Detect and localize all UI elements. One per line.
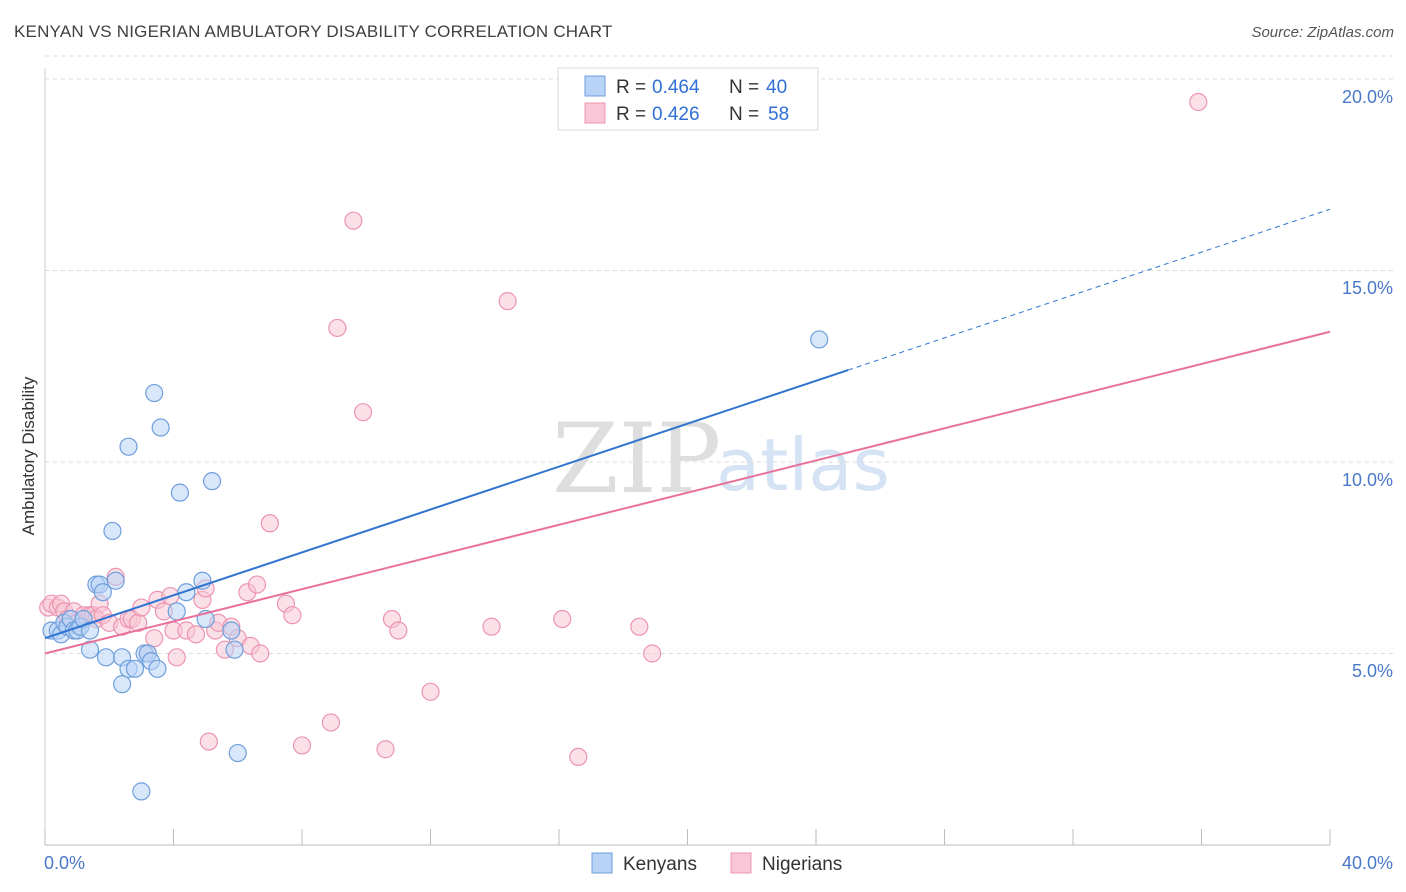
nigerians-point [389, 621, 408, 640]
legend-n-value-2: 58 [768, 104, 789, 125]
nigerians-point [569, 747, 588, 767]
correlation-legend: R = 0.464 N = 40 R = 0.426 N = 58 [557, 67, 819, 131]
gridlines [45, 55, 1393, 654]
nigerians-point [145, 629, 164, 648]
legend-n-label-2: N = [729, 104, 759, 125]
y-axis-label: Ambulatory Disability [19, 376, 38, 535]
watermark-zip: ZIP [552, 403, 721, 515]
kenyans-trend-extension [847, 208, 1331, 371]
kenyans-trend-line [44, 369, 849, 640]
watermark: ZIP atlas [552, 403, 890, 515]
kenyans-point [145, 383, 164, 403]
kenyans-point [132, 782, 151, 801]
nigerians-point [643, 644, 662, 663]
kenyans-point [222, 621, 241, 640]
nigerians-point [247, 575, 267, 594]
legend-swatch-nigerians [584, 102, 606, 124]
legend-r-label-1: R = [616, 77, 646, 98]
nigerians-point [482, 617, 501, 636]
series-legend-swatch-kenyans [591, 852, 613, 874]
kenyans-point [103, 521, 122, 541]
x-axis-ticks [44, 829, 1331, 845]
kenyans-point [119, 437, 138, 456]
nigerians-point [321, 713, 341, 732]
kenyans-point [112, 675, 132, 694]
nigerians-point [630, 617, 649, 636]
nigerians-point [553, 609, 572, 629]
y-tick-label-20: 20.0% [1342, 87, 1393, 107]
watermark-atlas: atlas [716, 423, 890, 507]
chart-title: KENYAN VS NIGERIAN AMBULATORY DISABILITY… [14, 22, 613, 41]
nigerians-point [353, 403, 373, 422]
kenyans-point [151, 418, 170, 437]
series-legend-label-kenyans: Kenyans [623, 854, 697, 875]
nigerians-point [1189, 92, 1208, 112]
kenyans-point [810, 330, 829, 349]
kenyans-point [96, 648, 116, 667]
kenyans-point [125, 659, 145, 678]
x-tick-label-40: 40.0% [1342, 853, 1393, 873]
kenyans-point [202, 472, 222, 491]
kenyans-point [170, 483, 190, 502]
series-legend-swatch-nigerians [730, 852, 752, 874]
kenyans-point [148, 659, 167, 678]
kenyans-point [225, 640, 244, 659]
nigerians-point [421, 682, 440, 701]
nigerians-point [199, 732, 218, 751]
nigerians-point [167, 648, 186, 667]
kenyans-point [93, 583, 112, 602]
x-tick-label-0: 0.0% [44, 853, 85, 873]
legend-n-value-1: 40 [766, 77, 787, 98]
nigerians-point [251, 644, 270, 663]
kenyans-point [80, 621, 100, 640]
legend-n-label-1: N = [729, 77, 759, 98]
kenyans-point [167, 602, 186, 621]
nigerians-point [260, 514, 279, 533]
y-tick-label-10: 10.0% [1342, 470, 1393, 490]
y-axis-tick-labels: 5.0% 10.0% 15.0% 20.0% [1342, 87, 1393, 681]
nigerians-point [498, 292, 517, 311]
kenyans-point [177, 583, 196, 602]
legend-r-label-2: R = [616, 104, 646, 125]
source-label: Source: ZipAtlas.com [1251, 24, 1394, 41]
kenyans-points [42, 330, 829, 801]
kenyans-point [106, 571, 125, 590]
nigerians-point [186, 625, 206, 644]
nigerians-point [328, 318, 347, 338]
kenyans-point [80, 640, 100, 659]
legend-r-value-1: 0.464 [652, 77, 700, 98]
nigerians-point [376, 740, 395, 759]
kenyans-point [228, 743, 247, 763]
nigerians-point [292, 736, 312, 755]
nigerians-point [344, 211, 363, 230]
nigerians-point [283, 606, 302, 625]
legend-swatch-kenyans [584, 75, 606, 97]
nigerians-point [132, 598, 151, 617]
legend-r-value-2: 0.426 [652, 104, 700, 125]
nigerians-trend-line [44, 330, 1331, 655]
y-tick-label-5: 5.0% [1352, 661, 1393, 681]
series-legend: Kenyans Nigerians [591, 852, 842, 875]
series-legend-label-nigerians: Nigerians [762, 854, 842, 875]
y-tick-label-15: 15.0% [1342, 278, 1393, 298]
